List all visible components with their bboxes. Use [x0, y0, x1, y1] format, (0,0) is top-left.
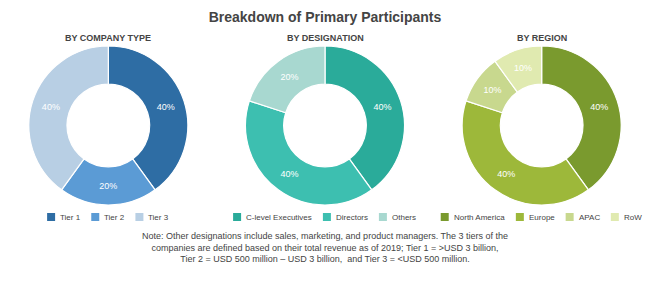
svg-text:Directors: Directors	[336, 213, 368, 222]
svg-text:Others: Others	[392, 213, 416, 222]
svg-text:APAC: APAC	[579, 213, 600, 222]
svg-text:RoW: RoW	[624, 213, 642, 222]
svg-text:C-level Executives: C-level Executives	[246, 213, 312, 222]
svg-text:BY DESIGNATION: BY DESIGNATION	[287, 33, 364, 43]
svg-text:Breakdown of Primary Participa: Breakdown of Primary Participants	[209, 9, 442, 25]
svg-text:Tier 1: Tier 1	[60, 213, 81, 222]
svg-text:20%: 20%	[280, 72, 298, 82]
svg-text:40%: 40%	[42, 102, 60, 112]
svg-text:40%: 40%	[280, 169, 298, 179]
svg-text:BY COMPANY TYPE: BY COMPANY TYPE	[65, 33, 151, 43]
svg-text:40%: 40%	[373, 102, 391, 112]
svg-text:Europe: Europe	[529, 213, 555, 222]
svg-text:20%: 20%	[99, 181, 117, 191]
svg-text:North America: North America	[454, 213, 505, 222]
svg-text:Tier 3: Tier 3	[148, 213, 169, 222]
svg-text:Note: Other designations inclu: Note: Other designations include sales, …	[142, 231, 508, 264]
svg-text:40%: 40%	[590, 102, 608, 112]
svg-text:10%: 10%	[484, 85, 502, 95]
svg-text:Tier 2: Tier 2	[104, 213, 125, 222]
svg-text:10%: 10%	[514, 63, 532, 73]
svg-text:BY REGION: BY REGION	[517, 33, 567, 43]
svg-text:40%: 40%	[157, 102, 175, 112]
svg-text:40%: 40%	[497, 169, 515, 179]
